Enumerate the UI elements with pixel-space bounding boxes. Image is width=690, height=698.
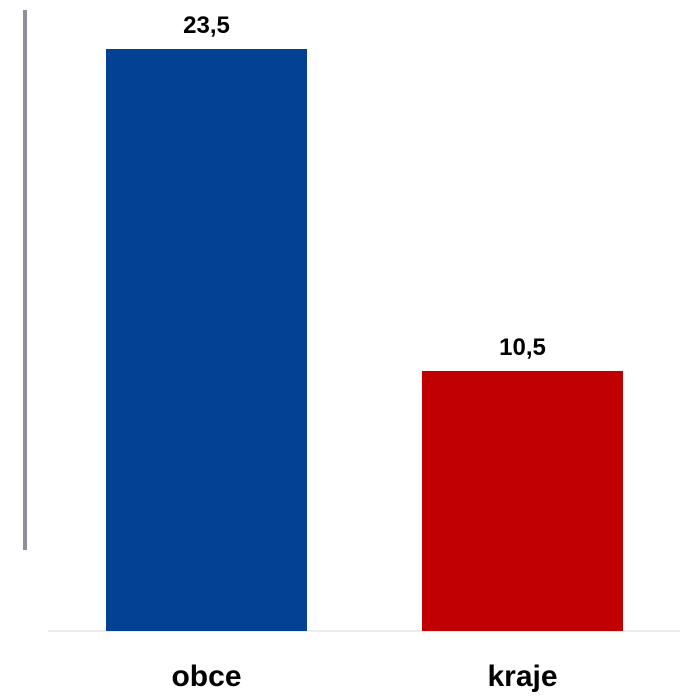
category-labels: obce kraje bbox=[171, 660, 557, 693]
bars bbox=[106, 49, 623, 631]
category-label-obce: obce bbox=[171, 660, 241, 693]
bar-kraje bbox=[422, 370, 623, 631]
value-labels: 23,5 10,5 bbox=[183, 12, 546, 361]
bar-obce bbox=[106, 49, 307, 631]
value-label-obce: 23,5 bbox=[183, 12, 230, 39]
category-label-kraje: kraje bbox=[487, 660, 557, 693]
value-label-kraje: 10,5 bbox=[499, 334, 546, 361]
